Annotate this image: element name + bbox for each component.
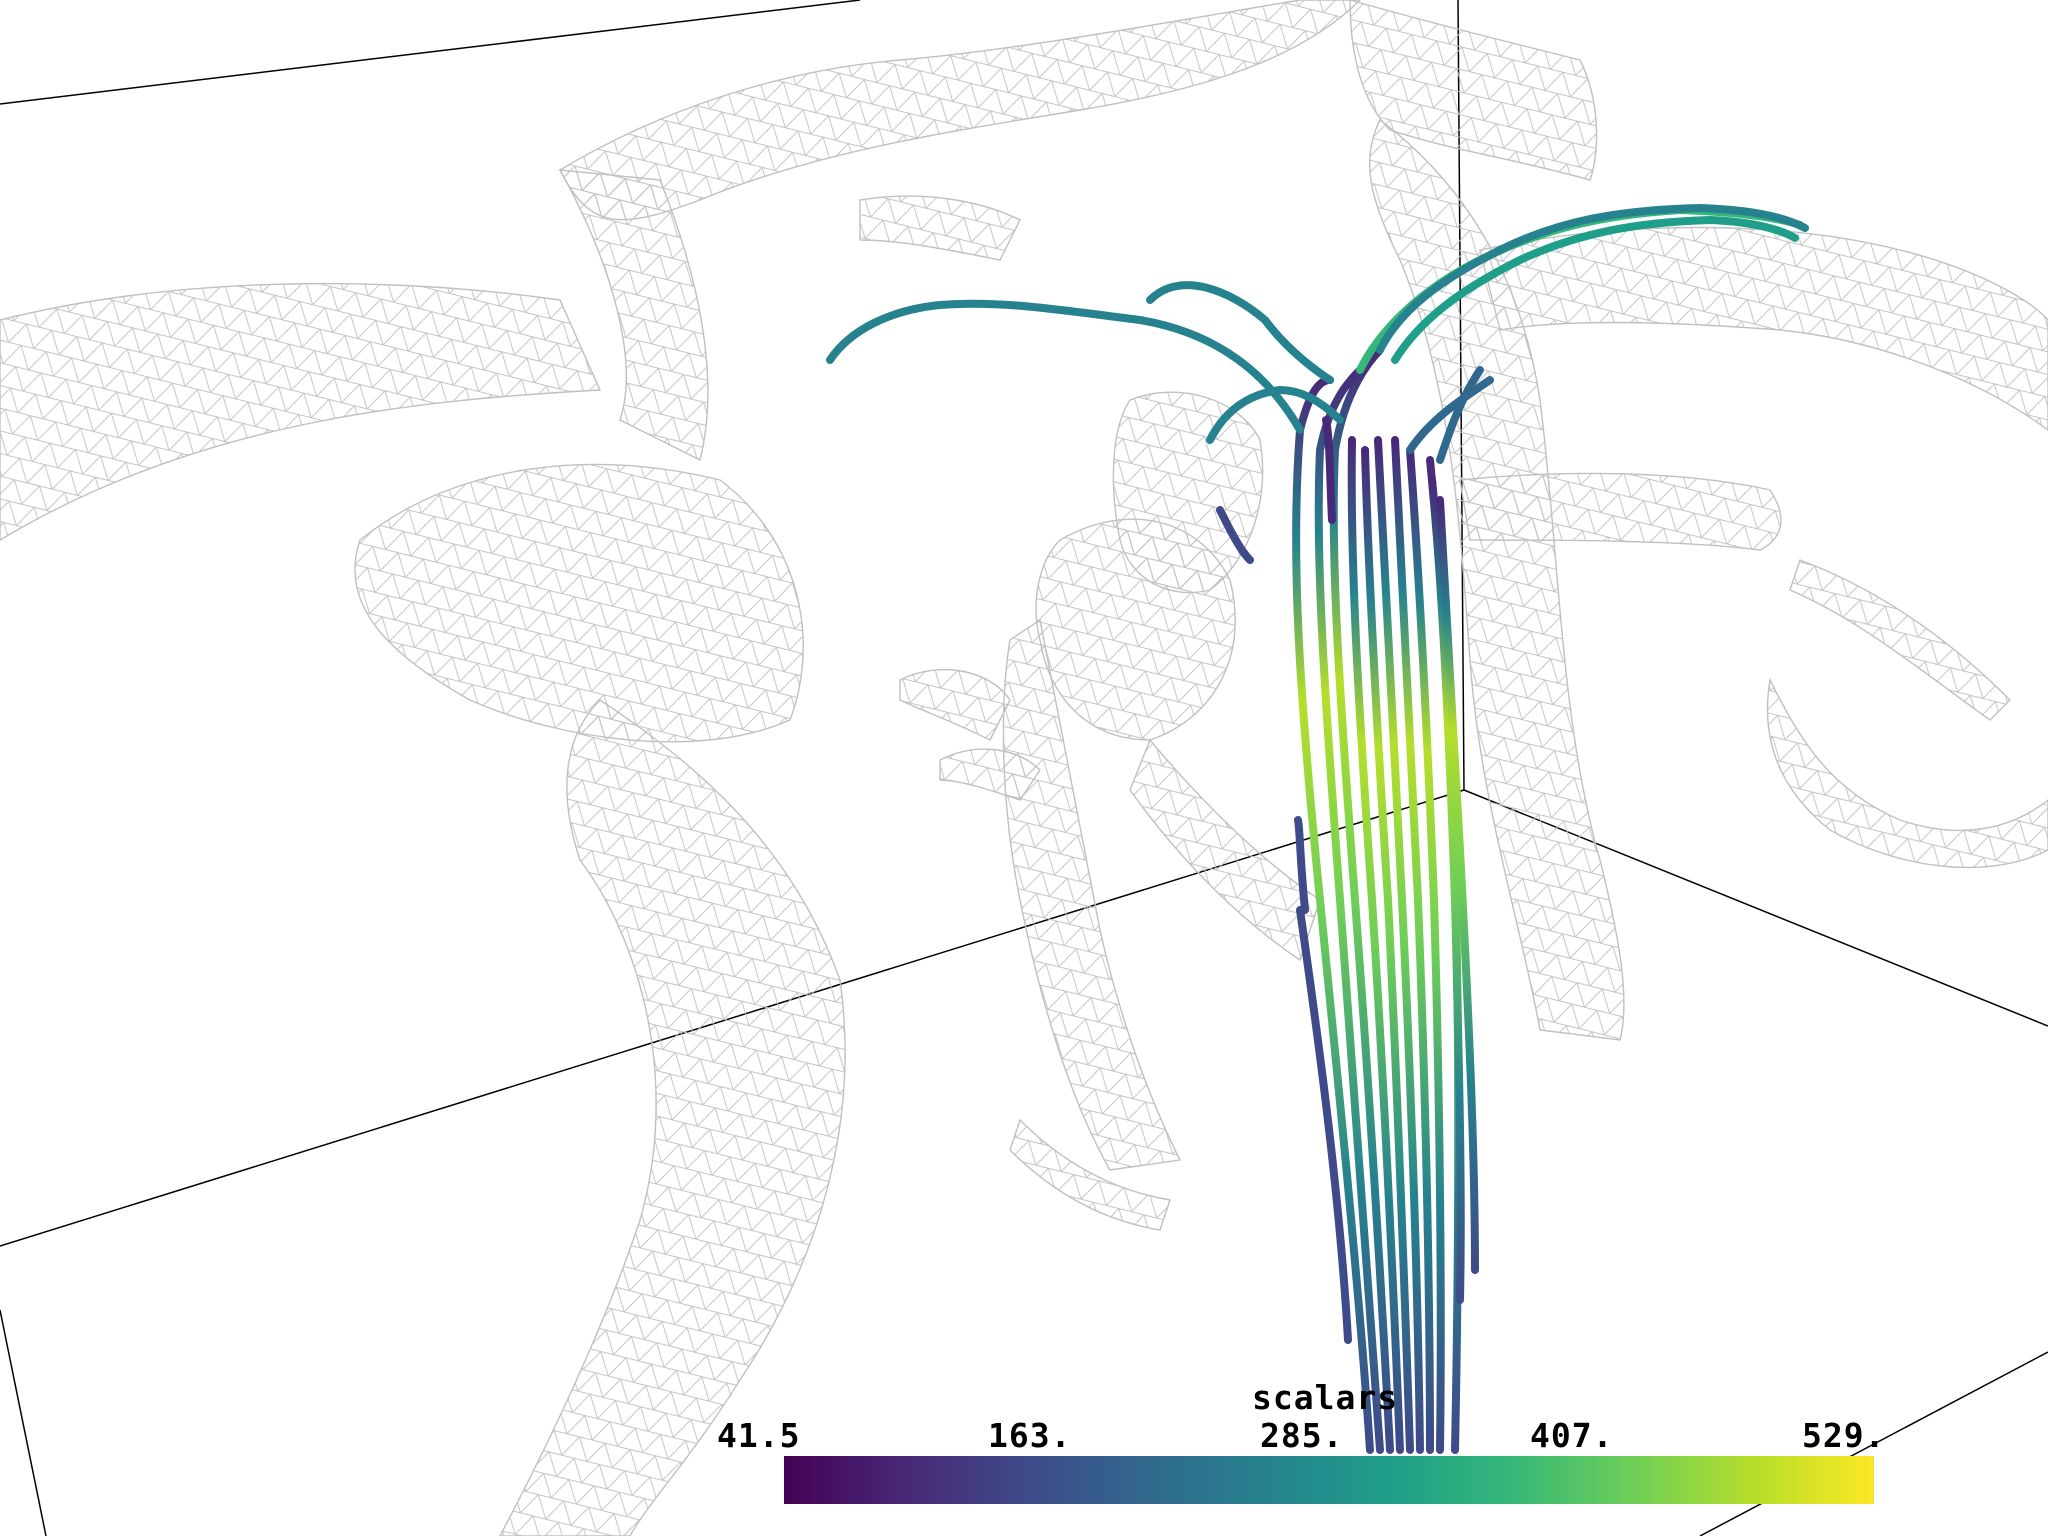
streamline [1406, 446, 1445, 1454]
streamline [826, 299, 1304, 434]
streamline [1374, 436, 1424, 1454]
streamline [1436, 366, 1484, 464]
colorbar-tick-label: 163. [988, 1416, 1072, 1455]
streamline [1406, 376, 1494, 454]
streamline [1206, 385, 1344, 444]
streamline [1146, 281, 1334, 384]
streamline [1391, 215, 1799, 364]
streamlines [826, 203, 1809, 1454]
colorbar-tick-label: 407. [1530, 1416, 1614, 1455]
colorbar-tick-label: 529. [1802, 1416, 1886, 1455]
streamline [1322, 416, 1336, 524]
streamline [1216, 506, 1254, 564]
streamline [1314, 366, 1384, 1454]
streamline [1436, 496, 1479, 1274]
colorbar-tick-label: 285. [1260, 1416, 1344, 1455]
streamline [1391, 436, 1434, 1454]
colorbar-tick-label: 41.5 [717, 1416, 801, 1455]
streamline [1347, 436, 1404, 1454]
streamline [1428, 476, 1465, 1304]
streamline [1294, 816, 1309, 914]
streamline [1296, 906, 1352, 1344]
streamline [1329, 346, 1394, 1454]
colorbar-title: scalars [1252, 1378, 1399, 1417]
colorbar-gradient [784, 1456, 1874, 1504]
streamline [1361, 446, 1414, 1454]
streamline [1376, 203, 1809, 354]
